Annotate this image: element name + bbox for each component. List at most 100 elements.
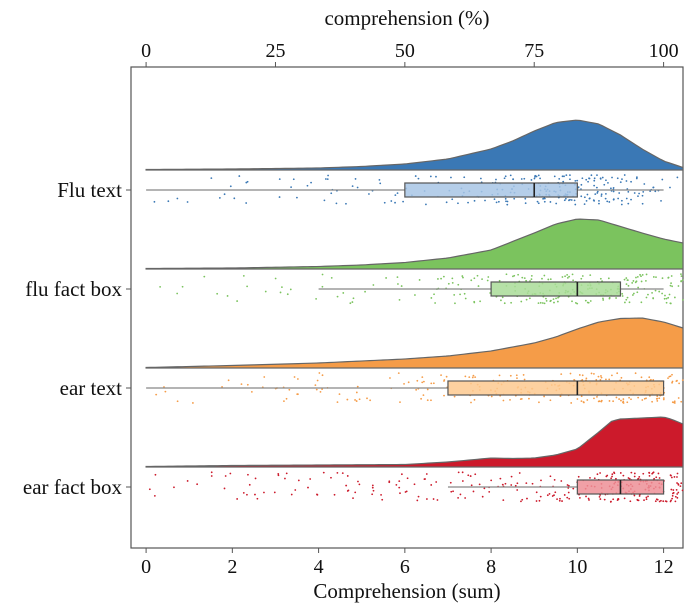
rain-point — [352, 297, 355, 300]
rain-point — [502, 499, 505, 501]
rain-point — [677, 483, 680, 485]
rain-point — [472, 374, 475, 377]
rain-point — [611, 473, 614, 476]
rain-point — [451, 281, 454, 284]
rain-point — [576, 302, 579, 305]
rain-point — [356, 385, 359, 388]
rain-point — [433, 293, 435, 296]
rain-point — [459, 293, 461, 296]
rain-point — [499, 477, 502, 480]
top-tick-label: 100 — [649, 40, 679, 62]
rain-point — [605, 193, 607, 195]
rain-point — [672, 489, 675, 491]
rain-point — [430, 382, 433, 385]
rain-point — [617, 197, 620, 200]
rain-point — [167, 200, 170, 203]
rain-point — [284, 477, 286, 480]
rain-point — [563, 494, 566, 496]
rain-point — [229, 472, 232, 475]
rain-point — [522, 374, 525, 376]
rain-point — [523, 177, 526, 180]
box — [404, 182, 578, 198]
rain-point — [226, 295, 229, 297]
rain-point — [600, 376, 603, 379]
rain-point — [677, 285, 680, 287]
rain-point — [352, 497, 354, 499]
rain-point — [290, 186, 292, 189]
rain-point — [662, 397, 665, 399]
category-label: Flu text — [57, 178, 122, 202]
rain-point — [619, 472, 622, 474]
rain-point — [523, 378, 526, 381]
rain-point — [634, 281, 637, 284]
rain-point — [503, 302, 506, 305]
rain-point — [598, 199, 600, 202]
rain-point — [641, 399, 644, 401]
rain-point — [520, 300, 523, 303]
rain-point — [568, 275, 571, 278]
rain-point — [372, 489, 375, 492]
rain-point — [355, 391, 358, 394]
rain-point — [556, 300, 559, 303]
rain-point — [210, 471, 213, 474]
rain-point — [400, 473, 403, 476]
rain-point — [506, 203, 509, 206]
rain-point — [176, 197, 179, 200]
rain-point — [196, 483, 199, 486]
x-tick-label: 12 — [654, 556, 674, 578]
rain-point — [626, 279, 629, 281]
rain-point — [345, 484, 348, 487]
rain-point — [593, 179, 596, 182]
rain-point — [381, 498, 384, 501]
rain-point — [616, 177, 619, 180]
rain-point — [449, 481, 452, 484]
rain-point — [509, 174, 512, 177]
rain-point — [593, 199, 596, 202]
rain-point — [153, 200, 156, 203]
rain-point — [479, 300, 482, 303]
rain-point — [246, 493, 248, 496]
rain-point — [620, 199, 623, 202]
rain-point — [645, 498, 648, 501]
top-tick-label: 0 — [141, 40, 151, 62]
rain-point — [668, 375, 671, 378]
rain-point — [355, 400, 358, 402]
rain-point — [642, 190, 645, 193]
rain-point — [451, 277, 454, 280]
rain-point — [652, 471, 654, 474]
rain-point — [654, 289, 657, 292]
rain-point — [452, 490, 454, 493]
rain-point — [473, 199, 476, 202]
rain-point — [632, 280, 635, 282]
rain-point — [346, 398, 349, 401]
rain-point — [321, 388, 323, 391]
rain-point — [336, 401, 339, 404]
rain-point — [450, 176, 452, 179]
rain-point — [210, 475, 213, 477]
rain-point — [224, 475, 227, 477]
rain-point — [582, 401, 585, 404]
rain-point — [564, 275, 566, 278]
rain-point — [576, 398, 579, 400]
rain-point — [476, 274, 479, 277]
rain-point — [461, 471, 464, 474]
rain-point — [610, 187, 612, 190]
rain-point — [593, 373, 595, 375]
rain-point — [498, 374, 501, 377]
rain-point — [506, 200, 509, 203]
density-cloud — [145, 416, 684, 468]
rain-point — [671, 494, 674, 497]
rain-point — [357, 480, 359, 483]
rain-point — [566, 276, 569, 279]
rain-point — [186, 480, 189, 482]
rain-point — [668, 293, 671, 296]
rain-point — [680, 275, 683, 278]
density-cloud — [145, 119, 684, 171]
rain-point — [655, 476, 658, 479]
rain-point — [569, 372, 572, 375]
rain-point — [354, 399, 356, 401]
rain-point — [310, 181, 312, 184]
rain-point — [524, 202, 527, 205]
rain-point — [590, 174, 593, 177]
rain-point — [513, 274, 516, 277]
